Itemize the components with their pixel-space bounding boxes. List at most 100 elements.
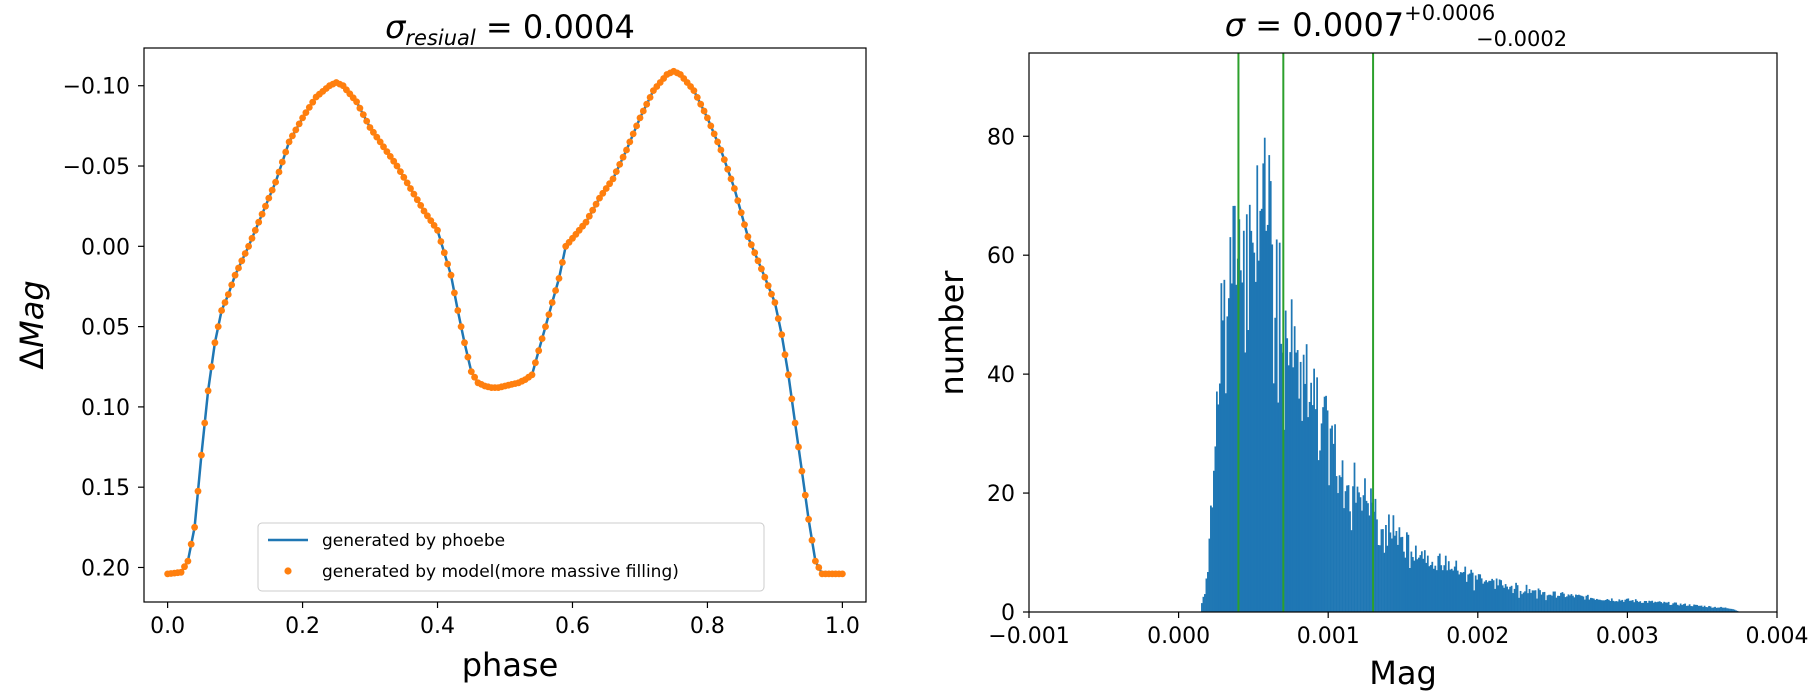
histogram-bar [1482, 583, 1485, 612]
histogram-bar [1247, 330, 1250, 612]
data-point [204, 387, 212, 395]
histogram-bar [1251, 242, 1254, 612]
histogram-bar [1610, 598, 1613, 612]
histogram-bar [1299, 361, 1302, 612]
data-point [714, 138, 721, 146]
histogram-bar [1229, 237, 1232, 612]
histogram-bar [1590, 597, 1592, 612]
data-point [707, 122, 715, 130]
histogram-bar [1411, 557, 1414, 612]
histogram-bar [1530, 592, 1532, 612]
histogram-bar [1280, 343, 1283, 612]
histogram-bar [1253, 252, 1256, 612]
histogram-bar [1540, 594, 1543, 612]
histogram-bar [1431, 561, 1434, 612]
histogram-bar [1254, 281, 1257, 612]
histogram-bar [1670, 604, 1673, 612]
histogram-bar [1555, 597, 1558, 612]
data-point [643, 100, 651, 108]
data-point [241, 250, 249, 257]
data-point [235, 264, 242, 272]
histogram-bar [1284, 310, 1287, 612]
histogram-bar [1584, 599, 1586, 612]
histogram-bar [1435, 570, 1438, 612]
data-point [403, 179, 411, 187]
y-tick-label: 0.10 [81, 396, 130, 421]
histogram-bar [1660, 602, 1663, 612]
histogram-bar [1286, 338, 1289, 612]
data-point [801, 491, 809, 499]
data-point [390, 157, 398, 165]
histogram-bar [1220, 283, 1223, 612]
histogram-bar [1352, 486, 1354, 612]
y-axis-label: ΔMag [13, 280, 51, 369]
histogram-bar [1537, 588, 1540, 612]
histogram-bar [1575, 594, 1577, 612]
histogram-bar [1218, 383, 1221, 612]
histogram-bar [1697, 605, 1700, 612]
histogram-bar [1361, 510, 1363, 612]
x-tick-label: 0.004 [1746, 624, 1809, 649]
data-point [191, 523, 199, 531]
histogram-bar [1386, 545, 1389, 612]
histogram-bar [1296, 350, 1299, 612]
x-tick-label: 0.002 [1446, 624, 1509, 649]
histogram-bar [1699, 605, 1701, 612]
data-point [555, 275, 563, 282]
data-point [238, 257, 246, 265]
histogram-bar [1598, 599, 1601, 612]
histogram-bar [1497, 585, 1499, 612]
histogram-bar [1600, 600, 1603, 612]
x-tick-label: 0.4 [420, 614, 455, 639]
data-point [724, 165, 732, 173]
data-point [386, 153, 394, 160]
histogram-bar [1549, 594, 1552, 612]
data-point [380, 143, 387, 151]
y-tick-label: 20 [987, 482, 1015, 507]
histogram-bar [1603, 600, 1606, 612]
histogram-bar [1459, 572, 1462, 612]
histogram-bar [1657, 601, 1660, 612]
histogram-bar [1241, 282, 1244, 612]
histogram-bar [1554, 591, 1556, 612]
histogram-bar [1456, 570, 1459, 612]
data-point [720, 156, 728, 164]
histogram-bar [1417, 557, 1420, 612]
histogram-bar [1489, 580, 1492, 612]
histogram-bar [1506, 586, 1508, 612]
y-tick-label: 0 [1001, 601, 1015, 626]
data-point [548, 299, 556, 306]
histogram-bar [1395, 531, 1398, 612]
data-point [596, 194, 603, 202]
histogram-bar [1305, 344, 1308, 612]
histogram-bar [1358, 492, 1360, 612]
y-tick-label: 0.05 [81, 316, 130, 341]
data-point [602, 185, 610, 192]
data-point [353, 98, 360, 106]
series-points-model [164, 67, 846, 578]
histogram-bar [1335, 476, 1338, 612]
histogram-bar [1346, 485, 1348, 612]
data-point [559, 259, 566, 266]
histogram-bar [1319, 450, 1321, 612]
histogram-bar [1328, 485, 1330, 612]
data-point [451, 289, 458, 297]
histogram-bar [1307, 417, 1310, 612]
data-point [376, 138, 384, 146]
data-point [751, 249, 759, 257]
histogram-bar [1609, 600, 1612, 612]
histogram-bar [1733, 609, 1736, 612]
histogram-bar [1732, 609, 1734, 612]
data-point [410, 190, 418, 198]
data-point [727, 175, 735, 183]
histogram-bar [1438, 553, 1441, 612]
histogram-bar [1492, 580, 1495, 612]
histogram-bar [1259, 210, 1262, 612]
data-point [420, 207, 428, 215]
histogram-bar [1652, 602, 1655, 612]
histogram-bar [1230, 283, 1233, 612]
data-point [251, 226, 259, 234]
histogram-bar [1289, 352, 1292, 612]
histogram-bar [1407, 534, 1410, 612]
histogram-bar [1331, 425, 1333, 612]
